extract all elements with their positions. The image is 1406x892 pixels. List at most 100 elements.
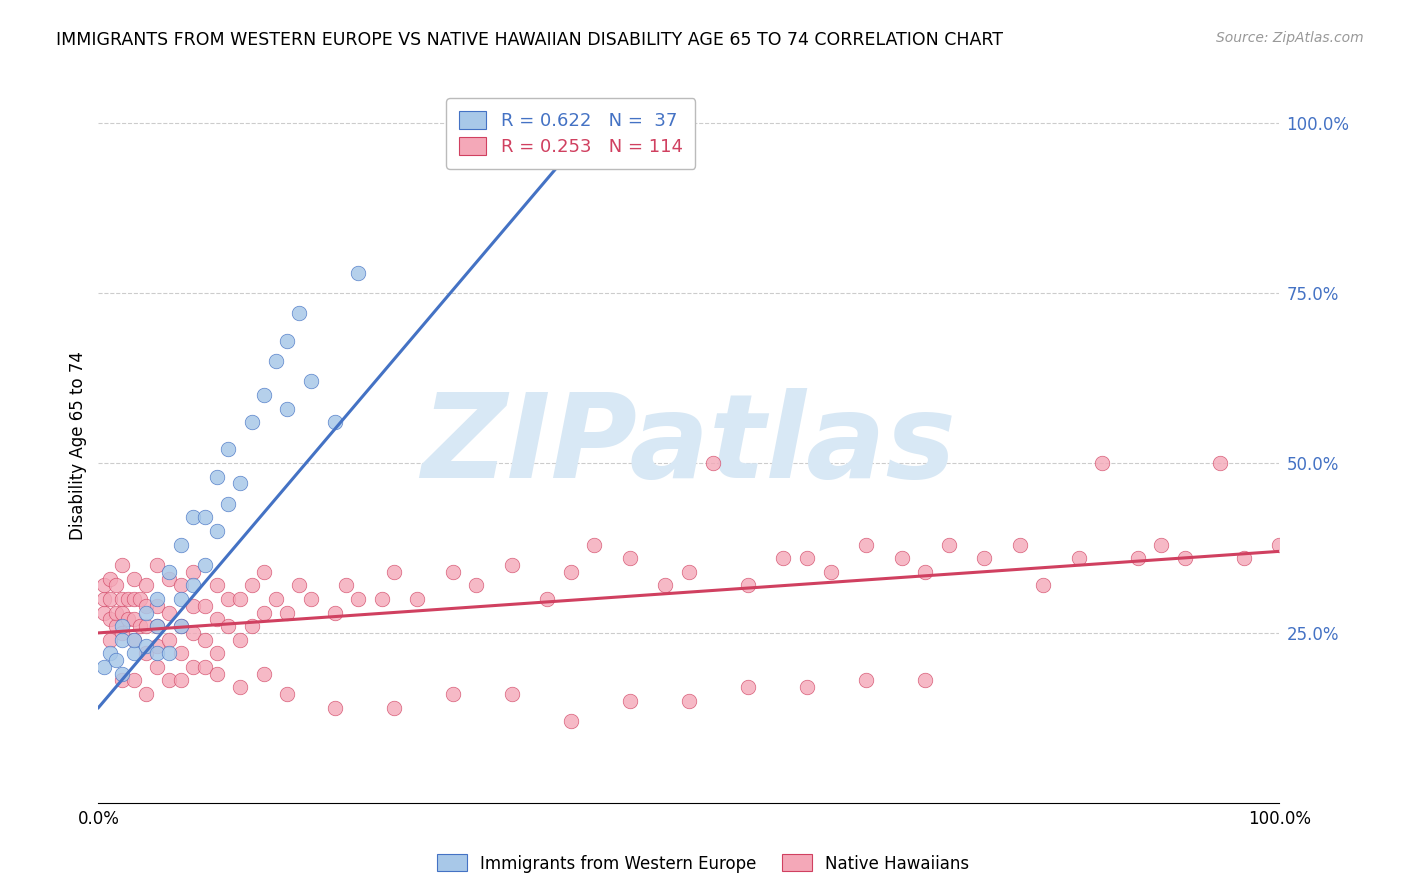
- Point: [229, 680, 252, 694]
- Point: [737, 578, 759, 592]
- Point: [122, 632, 145, 647]
- Point: [890, 551, 912, 566]
- Point: [181, 626, 204, 640]
- Point: [146, 640, 169, 654]
- Point: [146, 619, 169, 633]
- Point: [501, 687, 523, 701]
- Point: [855, 673, 877, 688]
- Point: [276, 687, 298, 701]
- Point: [536, 591, 558, 606]
- Point: [194, 599, 217, 613]
- Point: [157, 673, 180, 688]
- Point: [111, 619, 134, 633]
- Point: [347, 266, 370, 280]
- Point: [122, 646, 145, 660]
- Text: IMMIGRANTS FROM WESTERN EUROPE VS NATIVE HAWAIIAN DISABILITY AGE 65 TO 74 CORREL: IMMIGRANTS FROM WESTERN EUROPE VS NATIVE…: [56, 31, 1004, 49]
- Point: [253, 666, 276, 681]
- Point: [122, 612, 145, 626]
- Point: [111, 673, 134, 688]
- Point: [1126, 551, 1149, 566]
- Point: [170, 591, 193, 606]
- Point: [441, 687, 464, 701]
- Point: [122, 632, 145, 647]
- Point: [181, 510, 204, 524]
- Point: [938, 537, 960, 551]
- Point: [382, 700, 405, 714]
- Point: [181, 565, 204, 579]
- Point: [253, 565, 276, 579]
- Point: [323, 415, 346, 429]
- Point: [170, 578, 193, 592]
- Point: [98, 572, 121, 586]
- Point: [122, 673, 145, 688]
- Legend: R = 0.622   N =  37, R = 0.253   N = 114: R = 0.622 N = 37, R = 0.253 N = 114: [447, 98, 695, 169]
- Point: [194, 632, 217, 647]
- Point: [323, 700, 346, 714]
- Point: [111, 626, 134, 640]
- Point: [146, 599, 169, 613]
- Point: [288, 578, 311, 592]
- Point: [855, 537, 877, 551]
- Point: [135, 646, 157, 660]
- Point: [117, 612, 139, 626]
- Point: [1233, 551, 1256, 566]
- Point: [128, 591, 150, 606]
- Point: [122, 591, 145, 606]
- Point: [122, 572, 145, 586]
- Point: [678, 694, 700, 708]
- Point: [157, 565, 180, 579]
- Point: [170, 619, 193, 633]
- Point: [146, 660, 169, 674]
- Point: [146, 646, 169, 660]
- Point: [111, 666, 134, 681]
- Point: [117, 591, 139, 606]
- Point: [205, 469, 228, 483]
- Point: [157, 572, 180, 586]
- Point: [128, 619, 150, 633]
- Point: [264, 591, 287, 606]
- Point: [619, 694, 641, 708]
- Point: [240, 619, 263, 633]
- Text: Source: ZipAtlas.com: Source: ZipAtlas.com: [1216, 31, 1364, 45]
- Point: [105, 619, 128, 633]
- Point: [299, 591, 322, 606]
- Point: [157, 632, 180, 647]
- Point: [406, 591, 429, 606]
- Point: [170, 646, 193, 660]
- Point: [229, 476, 252, 491]
- Point: [1209, 456, 1232, 470]
- Point: [240, 578, 263, 592]
- Point: [796, 680, 818, 694]
- Point: [93, 606, 115, 620]
- Point: [135, 687, 157, 701]
- Point: [181, 578, 204, 592]
- Point: [737, 680, 759, 694]
- Point: [772, 551, 794, 566]
- Point: [299, 375, 322, 389]
- Point: [194, 510, 217, 524]
- Point: [1174, 551, 1197, 566]
- Point: [157, 606, 180, 620]
- Point: [135, 599, 157, 613]
- Point: [264, 354, 287, 368]
- Point: [583, 537, 606, 551]
- Point: [465, 578, 488, 592]
- Point: [276, 401, 298, 416]
- Point: [560, 714, 582, 729]
- Point: [205, 524, 228, 538]
- Point: [973, 551, 995, 566]
- Point: [135, 578, 157, 592]
- Point: [217, 442, 239, 457]
- Point: [512, 150, 534, 164]
- Point: [217, 591, 239, 606]
- Point: [170, 537, 193, 551]
- Point: [371, 591, 394, 606]
- Point: [229, 591, 252, 606]
- Point: [135, 606, 157, 620]
- Point: [194, 660, 217, 674]
- Point: [560, 565, 582, 579]
- Point: [170, 619, 193, 633]
- Point: [146, 558, 169, 572]
- Point: [205, 646, 228, 660]
- Point: [1008, 537, 1031, 551]
